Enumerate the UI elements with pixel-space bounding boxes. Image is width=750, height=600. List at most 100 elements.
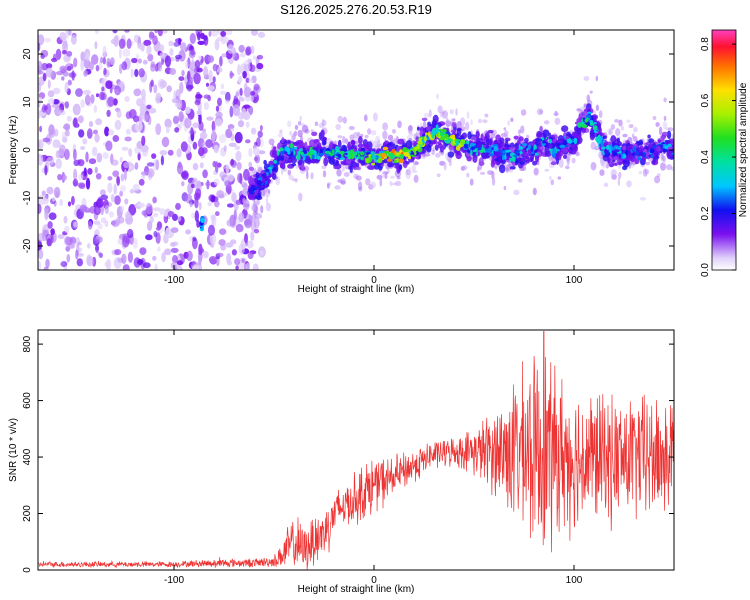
spectrogram-core-blob (279, 147, 284, 152)
spectrogram-noise-blob (94, 166, 98, 174)
spectrogram-noise-blob (213, 144, 219, 154)
spectrogram-band-blob (329, 142, 333, 149)
spectrogram-core-blob (589, 122, 595, 126)
spectrogram-band-blob (313, 139, 319, 144)
spectrogram-band-blob (349, 164, 353, 173)
spectrogram-core-blob (384, 150, 390, 155)
spectrogram-noise-blob (250, 45, 255, 54)
spectrogram-noise-blob (118, 47, 122, 59)
spectrogram-noise-blob (208, 30, 212, 37)
spectrogram-noise-blob (86, 255, 94, 267)
spectrogram-halo-blob (449, 109, 454, 115)
spectrogram-core-blob (542, 140, 546, 144)
spectrogram-core-blob (402, 147, 408, 153)
spectrogram-core-blob (593, 130, 597, 133)
spectrogram-halo-blob (379, 178, 383, 187)
spectrogram-noise-blob (105, 140, 113, 152)
spectrogram-core-blob (612, 151, 618, 157)
spectrogram-band-blob (647, 134, 651, 139)
spectrogram-halo-blob (470, 119, 473, 126)
spectrogram-halo-blob (622, 133, 628, 138)
spectrogram-noise-blob (43, 266, 49, 270)
spectrogram-noise-blob (47, 90, 55, 98)
spectrogram-core-blob (460, 139, 466, 145)
spectrogram-core-blob (485, 148, 489, 153)
spectrogram-noise-blob (66, 115, 72, 122)
spectrogram-noise-blob (64, 123, 71, 131)
spectrogram-band-blob (475, 130, 480, 139)
spectrogram-noise-blob (172, 115, 180, 125)
spectrogram-core-blob (248, 188, 253, 194)
spectrogram-noise-blob (72, 103, 81, 116)
spectrogram-core-blob (280, 150, 284, 156)
spectrogram-band-blob (271, 172, 277, 180)
spectrogram-noise-blob (119, 156, 123, 163)
spectrogram-halo-blob (554, 117, 561, 125)
spectrogram-noise-blob (185, 193, 193, 204)
spectrogram-noise-blob (155, 226, 161, 231)
spectrogram-noise-blob (154, 30, 159, 34)
spectrogram-noise-blob (229, 127, 235, 132)
spectrogram-halo-blob (520, 109, 527, 116)
spectrogram-noise-blob (161, 58, 165, 65)
spectrogram-signal-band (199, 75, 674, 232)
spectrogram-noise-blob (124, 30, 130, 33)
spectrogram-halo-blob (595, 75, 598, 82)
snr-frame (37, 329, 675, 571)
spectrogram-noise-blob (149, 81, 153, 93)
spectrogram-noise-blob (193, 72, 201, 85)
spectrogram-noise-blob (256, 62, 264, 70)
spectrogram-noise-blob (79, 204, 88, 213)
spectrogram-noise-blob (229, 105, 234, 118)
spectrogram-core-blob (336, 153, 342, 157)
spectrogram-noise-blob (212, 76, 216, 83)
spectrogram-halo-blob (620, 125, 624, 131)
spectrogram-noise-blob (176, 163, 184, 175)
spectrogram-halo-blob (633, 126, 638, 133)
spectrogram-noise-blob (88, 158, 97, 165)
spectrogram-core-blob (577, 122, 583, 128)
spectrogram-noise-blob (115, 216, 121, 226)
spectrogram-noise-blob (103, 67, 107, 76)
spectrogram-halo-blob (265, 202, 271, 212)
spectrogram-noise-blob (129, 165, 137, 170)
spectrogram-halo-blob (431, 149, 435, 156)
spectrogram-noise-blob (65, 30, 69, 39)
spectrogram-noise-blob (207, 55, 215, 63)
spectrogram-noise-blob (108, 211, 115, 218)
spectrogram-band-blob (648, 138, 655, 144)
spectrogram-core-blob (551, 148, 557, 155)
spectrogram-halo-blob (367, 128, 372, 135)
spectrogram-noise-blob (38, 203, 42, 214)
spectrogram-halo-blob (465, 121, 470, 131)
spectrogram-noise-blob (214, 38, 220, 51)
spectrogram-core-blob (296, 154, 301, 161)
spectrogram-halo-blob (342, 116, 347, 124)
spectrogram-halo-blob (663, 97, 667, 103)
spectrogram-halo-blob (365, 178, 371, 186)
spectrogram-noise-blob (252, 263, 259, 270)
spectrogram-noise-blob (93, 206, 101, 216)
spectrogram-noise-blob (63, 215, 68, 224)
spectrogram-noise-blob (136, 98, 144, 107)
spectrogram-band-blob (340, 161, 346, 165)
spectrogram-band-blob (556, 149, 564, 157)
spectrogram-core-blob (633, 146, 637, 152)
spectrogram-noise-blob (184, 106, 191, 114)
spectrogram-core-blob (276, 150, 280, 156)
spectrogram-band-blob (416, 126, 420, 131)
spectrogram-xtick-label: 0 (371, 275, 377, 286)
spectrogram-halo-blob (436, 173, 441, 178)
spectrogram-halo-blob (295, 164, 298, 170)
spectrogram-noise-blob (113, 183, 117, 195)
spectrogram-halo-blob (445, 117, 449, 127)
spectrogram-core-blob (656, 145, 661, 152)
spectrogram-halo-blob (382, 130, 388, 140)
spectrogram-noise-blob (55, 158, 62, 169)
spectrogram-noise-blob (95, 30, 99, 35)
spectrogram-band-blob (556, 156, 559, 165)
spectrogram-core-blob (515, 150, 520, 154)
spectrogram-noise-blob (71, 195, 75, 206)
spectrogram-noise-blob (120, 173, 125, 182)
spectrogram-noise-blob (164, 55, 172, 68)
